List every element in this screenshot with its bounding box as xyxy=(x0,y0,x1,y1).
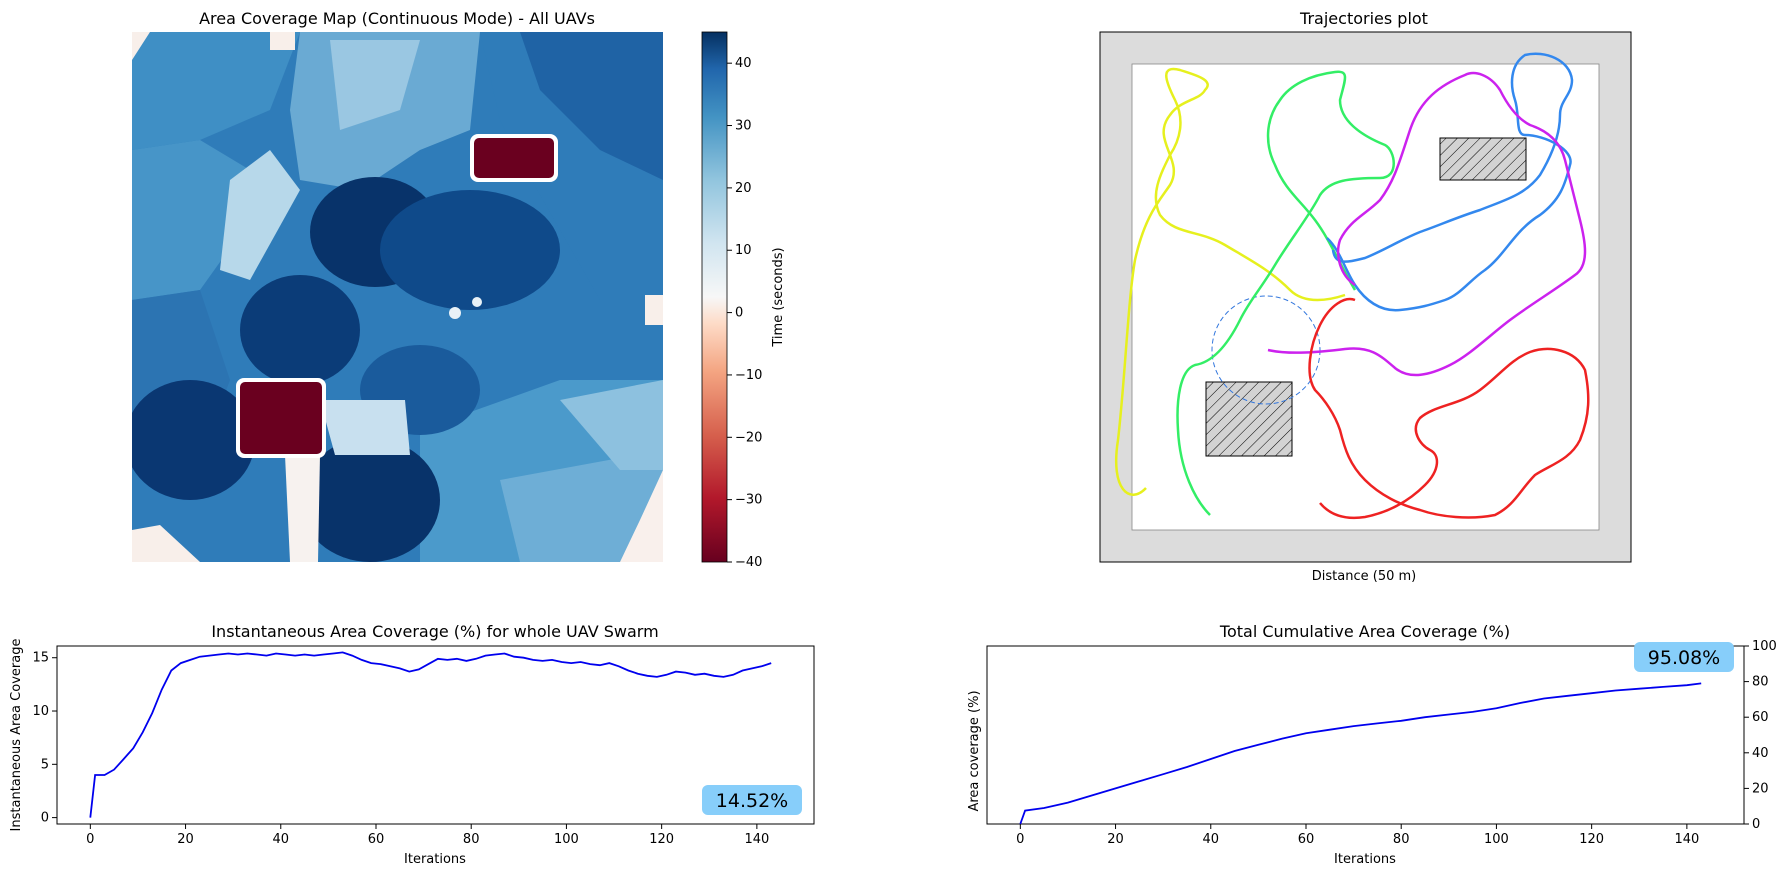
y-tick-label: 0 xyxy=(41,811,49,826)
y-tick-label: 20 xyxy=(1752,781,1769,796)
heatmap-panel: Area Coverage Map (Continuous Mode) - Al… xyxy=(132,9,786,570)
cumulative-badge-text: 95.08% xyxy=(1648,647,1720,669)
colorbar xyxy=(701,31,728,563)
instantaneous-badge: 14.52% xyxy=(702,785,802,815)
y-tick-label: 15 xyxy=(32,651,49,666)
cumulative-plot-frame xyxy=(986,645,1745,825)
x-tick-label: 140 xyxy=(1674,832,1699,847)
instantaneous-plot-frame xyxy=(56,645,815,825)
cumulative-badge: 95.08% xyxy=(1634,642,1734,672)
colorbar-tick-label: −40 xyxy=(735,555,762,570)
cumulative-ylabel: Area coverage (%) xyxy=(967,690,982,811)
cumulative-xlabel: Iterations xyxy=(1334,852,1396,867)
cumulative-yticks: 0 20 40 60 80 100 xyxy=(1744,639,1777,832)
x-tick-label: 20 xyxy=(177,832,194,847)
colorbar-label: Time (seconds) xyxy=(771,247,786,347)
series-line xyxy=(89,651,772,818)
colorbar-ticks: 40 30 20 10 0 −10 −20 −30 −40 xyxy=(727,56,762,570)
x-tick-label: 40 xyxy=(1202,832,1219,847)
heatmap-title: Area Coverage Map (Continuous Mode) - Al… xyxy=(199,9,595,28)
trajectory-red xyxy=(1308,297,1590,520)
trajectory-magenta xyxy=(1267,71,1587,377)
trajectory-blue xyxy=(1326,52,1574,312)
x-tick-label: 80 xyxy=(463,832,480,847)
trajectories-panel: Trajectories plot Distance (50 m) xyxy=(1099,9,1632,584)
colorbar-tick-label: −20 xyxy=(735,430,762,445)
x-tick-label: 140 xyxy=(744,832,769,847)
x-tick-label: 100 xyxy=(554,832,579,847)
colorbar-tick-label: 20 xyxy=(735,181,752,196)
instantaneous-badge-text: 14.52% xyxy=(716,790,788,812)
hatched-rect-upper xyxy=(1439,137,1527,181)
colorbar-tick-label: 0 xyxy=(735,306,743,321)
colorbar-tick-label: 30 xyxy=(735,119,752,134)
instantaneous-title: Instantaneous Area Coverage (%) for whol… xyxy=(211,622,658,641)
y-tick-label: 60 xyxy=(1752,710,1769,725)
x-tick-label: 60 xyxy=(368,832,385,847)
x-tick-label: 100 xyxy=(1484,832,1509,847)
instantaneous-ylabel: Instantaneous Area Coverage xyxy=(9,639,24,832)
instantaneous-series xyxy=(89,651,772,818)
instantaneous-xticks: 0 20 40 60 80 100 120 140 xyxy=(86,824,769,847)
y-tick-label: 80 xyxy=(1752,675,1769,690)
x-tick-label: 0 xyxy=(1016,832,1024,847)
instantaneous-yticks: 0 5 10 15 xyxy=(32,651,57,826)
x-tick-label: 60 xyxy=(1298,832,1315,847)
y-tick-label: 0 xyxy=(1752,817,1760,832)
heatmap-image xyxy=(132,32,663,562)
x-tick-label: 120 xyxy=(649,832,674,847)
trajectory-yellow xyxy=(1115,67,1346,496)
y-tick-label: 5 xyxy=(41,757,49,772)
cumulative-coverage-chart: Total Cumulative Area Coverage (%) 0 20 40… xyxy=(967,622,1777,867)
colorbar-tick-label: −10 xyxy=(735,368,762,383)
x-tick-label: 120 xyxy=(1579,832,1604,847)
x-tick-label: 0 xyxy=(86,832,94,847)
cumulative-title: Total Cumulative Area Coverage (%) xyxy=(1219,622,1510,641)
y-tick-label: 100 xyxy=(1752,639,1777,654)
instantaneous-xlabel: Iterations xyxy=(404,852,466,867)
dashed-circle xyxy=(1211,295,1321,405)
cumulative-xticks: 0 20 40 60 80 100 120 140 xyxy=(1016,824,1699,847)
x-tick-label: 80 xyxy=(1393,832,1410,847)
colorbar-tick-label: 40 xyxy=(735,56,752,71)
trajectory-green xyxy=(1176,70,1395,516)
trajectories-title: Trajectories plot xyxy=(1299,9,1428,28)
x-tick-label: 40 xyxy=(272,832,289,847)
cumulative-series xyxy=(1019,682,1702,825)
colorbar-tick-label: 10 xyxy=(735,243,752,258)
trajectories-xlabel: Distance (50 m) xyxy=(1312,569,1416,584)
y-tick-label: 10 xyxy=(32,704,49,719)
instantaneous-coverage-chart: Instantaneous Area Coverage (%) for whol… xyxy=(9,622,815,867)
x-tick-label: 20 xyxy=(1107,832,1124,847)
hatched-rect-lower xyxy=(1205,381,1293,457)
y-tick-label: 40 xyxy=(1752,746,1769,761)
series-line xyxy=(1019,682,1702,825)
colorbar-tick-label: −30 xyxy=(735,493,762,508)
